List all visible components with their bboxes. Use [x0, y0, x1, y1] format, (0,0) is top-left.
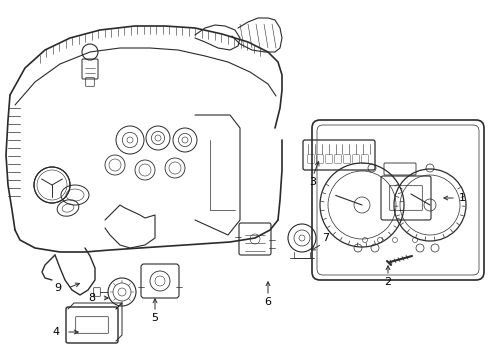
Text: 5: 5	[151, 313, 158, 323]
Text: 9: 9	[54, 283, 61, 293]
Text: 1: 1	[458, 193, 465, 203]
Text: 8: 8	[88, 293, 95, 303]
Text: 2: 2	[384, 277, 391, 287]
Text: 6: 6	[264, 297, 271, 307]
Text: 3: 3	[309, 177, 316, 187]
Text: 7: 7	[322, 233, 329, 243]
Text: 4: 4	[52, 327, 60, 337]
